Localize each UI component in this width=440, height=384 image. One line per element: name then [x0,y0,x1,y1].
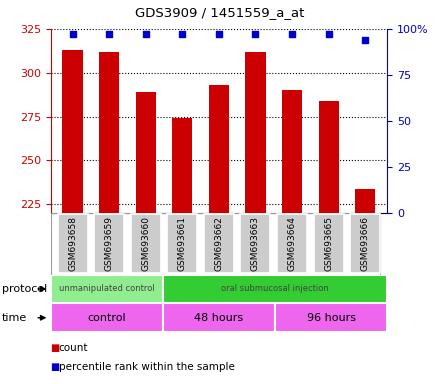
FancyBboxPatch shape [314,214,344,273]
Point [252,31,259,37]
Text: GSM693663: GSM693663 [251,216,260,271]
Text: ■: ■ [51,343,60,353]
Point [142,31,149,37]
FancyBboxPatch shape [163,275,387,303]
Bar [209,85,229,213]
Bar [172,118,192,213]
Bar [99,51,119,213]
Text: protocol: protocol [2,284,48,294]
FancyBboxPatch shape [94,214,124,273]
Point [179,31,186,37]
Bar [136,92,156,213]
Text: GSM693664: GSM693664 [288,217,297,271]
Text: control: control [88,313,126,323]
Bar [355,189,375,213]
Text: GSM693658: GSM693658 [68,216,77,271]
Bar [62,50,83,213]
Text: percentile rank within the sample: percentile rank within the sample [59,362,235,372]
Point [216,31,223,37]
Text: unmanipulated control: unmanipulated control [59,285,154,293]
FancyBboxPatch shape [167,214,197,273]
Point [325,31,332,37]
Text: GSM693659: GSM693659 [105,216,114,271]
FancyBboxPatch shape [163,303,275,332]
Text: GSM693666: GSM693666 [361,216,370,271]
Point [106,31,113,37]
Text: GSM693665: GSM693665 [324,216,333,271]
Text: GSM693661: GSM693661 [178,216,187,271]
Text: GSM693662: GSM693662 [214,217,224,271]
FancyBboxPatch shape [51,275,163,303]
FancyBboxPatch shape [51,303,163,332]
Point [362,37,369,43]
FancyBboxPatch shape [277,214,307,273]
FancyBboxPatch shape [275,303,387,332]
FancyBboxPatch shape [58,214,88,273]
Point [289,31,296,37]
Text: 48 hours: 48 hours [194,313,243,323]
Bar [319,101,339,213]
FancyBboxPatch shape [204,214,234,273]
Text: GDS3909 / 1451559_a_at: GDS3909 / 1451559_a_at [136,6,304,19]
Text: GSM693660: GSM693660 [141,216,150,271]
Text: ■: ■ [51,362,60,372]
Text: 96 hours: 96 hours [307,313,356,323]
Bar [282,90,302,213]
FancyBboxPatch shape [350,214,380,273]
FancyBboxPatch shape [131,214,161,273]
Text: time: time [2,313,27,323]
Bar [246,51,266,213]
FancyBboxPatch shape [241,214,271,273]
Point [69,31,76,37]
Text: count: count [59,343,88,353]
Text: oral submucosal injection: oral submucosal injection [221,285,329,293]
